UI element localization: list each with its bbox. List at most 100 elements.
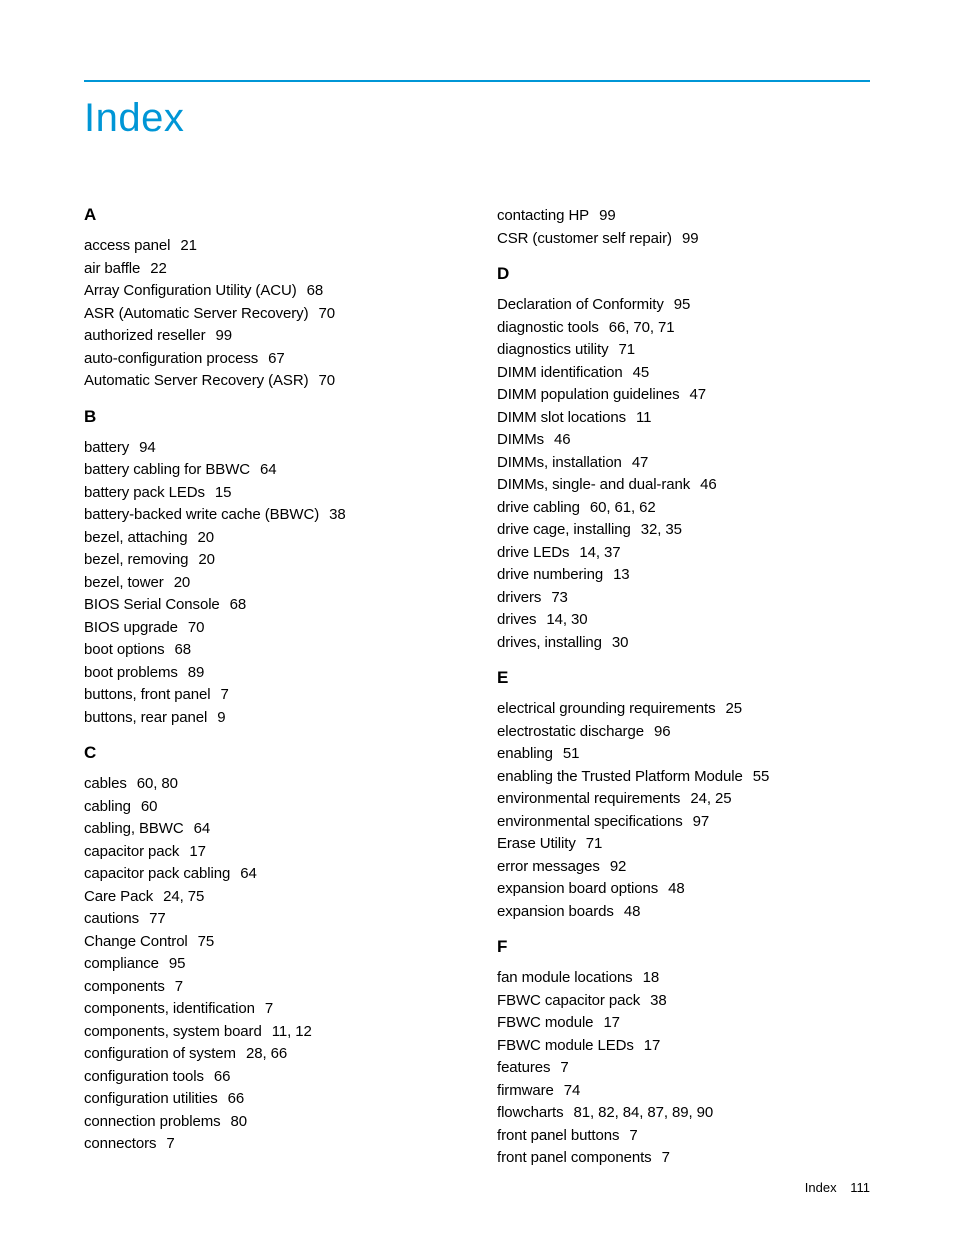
index-pages[interactable]: 80	[231, 1113, 248, 1130]
index-pages[interactable]: 73	[551, 589, 568, 606]
index-pages[interactable]: 89	[188, 664, 205, 681]
index-pages[interactable]: 7	[629, 1127, 637, 1144]
index-pages[interactable]: 46	[554, 431, 571, 448]
index-term: bezel, attaching	[84, 529, 187, 546]
index-pages[interactable]: 68	[230, 596, 247, 613]
index-entry: electrostatic discharge96	[497, 721, 870, 744]
index-pages[interactable]: 60, 80	[137, 775, 178, 792]
index-pages[interactable]: 38	[329, 506, 346, 523]
index-pages[interactable]: 28, 66	[246, 1045, 287, 1062]
index-pages[interactable]: 97	[693, 813, 710, 830]
index-pages[interactable]: 70	[188, 619, 205, 636]
index-pages[interactable]: 11, 12	[272, 1023, 312, 1040]
index-pages[interactable]: 46	[700, 476, 717, 493]
index-pages[interactable]: 17	[603, 1014, 620, 1031]
index-pages[interactable]: 25	[726, 700, 743, 717]
index-pages[interactable]: 20	[197, 529, 214, 546]
index-pages[interactable]: 22	[150, 260, 167, 277]
index-term: battery-backed write cache (BBWC)	[84, 506, 319, 523]
index-pages[interactable]: 24, 25	[690, 790, 731, 807]
index-pages[interactable]: 68	[175, 641, 192, 658]
index-pages[interactable]: 95	[169, 955, 186, 972]
index-term: bezel, tower	[84, 574, 164, 591]
index-pages[interactable]: 30	[612, 634, 629, 651]
index-pages[interactable]: 7	[265, 1000, 273, 1017]
index-term: boot problems	[84, 664, 178, 681]
index-pages[interactable]: 11	[636, 409, 651, 426]
index-pages[interactable]: 21	[180, 237, 197, 254]
index-pages[interactable]: 48	[668, 880, 685, 897]
index-pages[interactable]: 66	[214, 1068, 231, 1085]
index-pages[interactable]: 20	[198, 551, 215, 568]
index-term: battery pack LEDs	[84, 484, 205, 501]
index-term: authorized reseller	[84, 327, 206, 344]
index-pages[interactable]: 7	[662, 1149, 670, 1166]
index-pages[interactable]: 18	[643, 969, 660, 986]
index-pages[interactable]: 99	[216, 327, 233, 344]
index-term: Change Control	[84, 933, 188, 950]
index-term: battery cabling for BBWC	[84, 461, 250, 478]
index-entry: auto-configuration process67	[84, 348, 457, 371]
index-pages[interactable]: 7	[175, 978, 183, 995]
index-pages[interactable]: 92	[610, 858, 627, 875]
index-pages[interactable]: 15	[215, 484, 232, 501]
index-pages[interactable]: 60, 61, 62	[590, 499, 656, 516]
index-pages[interactable]: 17	[189, 843, 206, 860]
index-pages[interactable]: 66	[228, 1090, 245, 1107]
index-entry: authorized reseller 99	[84, 325, 457, 348]
index-pages[interactable]: 7	[220, 686, 228, 703]
index-pages[interactable]: 45	[633, 364, 650, 381]
index-term: front panel buttons	[497, 1127, 619, 1144]
index-pages[interactable]: 60	[141, 798, 158, 815]
index-entry: BIOS upgrade70	[84, 617, 457, 640]
index-pages[interactable]: 71	[586, 835, 603, 852]
index-pages[interactable]: 24, 75	[163, 888, 204, 905]
index-pages[interactable]: 74	[564, 1082, 581, 1099]
index-entry: environmental specifications97	[497, 811, 870, 834]
index-entry: DIMMs46	[497, 429, 870, 452]
index-pages[interactable]: 51	[563, 745, 580, 762]
index-pages[interactable]: 64	[194, 820, 211, 837]
index-pages[interactable]: 48	[624, 903, 641, 920]
index-term: Declaration of Conformity	[497, 296, 664, 313]
index-term: boot options	[84, 641, 165, 658]
index-pages[interactable]: 66, 70, 71	[609, 319, 675, 336]
index-pages[interactable]: 70	[318, 305, 335, 322]
index-pages[interactable]: 68	[307, 282, 324, 299]
index-pages[interactable]: 64	[260, 461, 277, 478]
index-pages[interactable]: 55	[753, 768, 770, 785]
index-pages[interactable]: 20	[174, 574, 191, 591]
index-pages[interactable]: 14, 30	[546, 611, 587, 628]
index-pages[interactable]: 47	[632, 454, 649, 471]
index-pages[interactable]: 71	[619, 341, 636, 358]
index-pages[interactable]: 13	[613, 566, 630, 583]
index-pages[interactable]: 38	[650, 992, 667, 1009]
index-pages[interactable]: 7	[166, 1135, 174, 1152]
index-pages[interactable]: 99	[599, 207, 616, 224]
index-pages[interactable]: 94	[139, 439, 156, 456]
index-term: flowcharts	[497, 1104, 564, 1121]
index-entry: CSR (customer self repair)99	[497, 228, 870, 251]
index-pages[interactable]: 99	[682, 230, 699, 247]
index-pages[interactable]: 96	[654, 723, 671, 740]
index-pages[interactable]: 47	[690, 386, 707, 403]
index-pages[interactable]: 64	[240, 865, 257, 882]
index-entry: DIMMs, single- and dual-rank46	[497, 474, 870, 497]
index-term: ASR (Automatic Server Recovery)	[84, 305, 308, 322]
index-pages[interactable]: 17	[644, 1037, 661, 1054]
index-pages[interactable]: 14, 37	[579, 544, 620, 561]
index-pages[interactable]: 7	[560, 1059, 568, 1076]
index-term: components, identification	[84, 1000, 255, 1017]
index-pages[interactable]: 81, 82, 84, 87, 89, 90	[574, 1104, 714, 1121]
index-pages[interactable]: 95	[674, 296, 691, 313]
index-pages[interactable]: 77	[149, 910, 166, 927]
index-entry: boot options 68	[84, 639, 457, 662]
index-pages[interactable]: 75	[198, 933, 215, 950]
index-pages[interactable]: 67	[268, 350, 285, 367]
index-pages[interactable]: 9	[217, 709, 225, 726]
index-term: firmware	[497, 1082, 554, 1099]
index-entry: drive cage, installing 32, 35	[497, 519, 870, 542]
index-pages[interactable]: 32, 35	[641, 521, 682, 538]
index-pages[interactable]: 70	[318, 372, 335, 389]
index-term: drive cage, installing	[497, 521, 631, 538]
